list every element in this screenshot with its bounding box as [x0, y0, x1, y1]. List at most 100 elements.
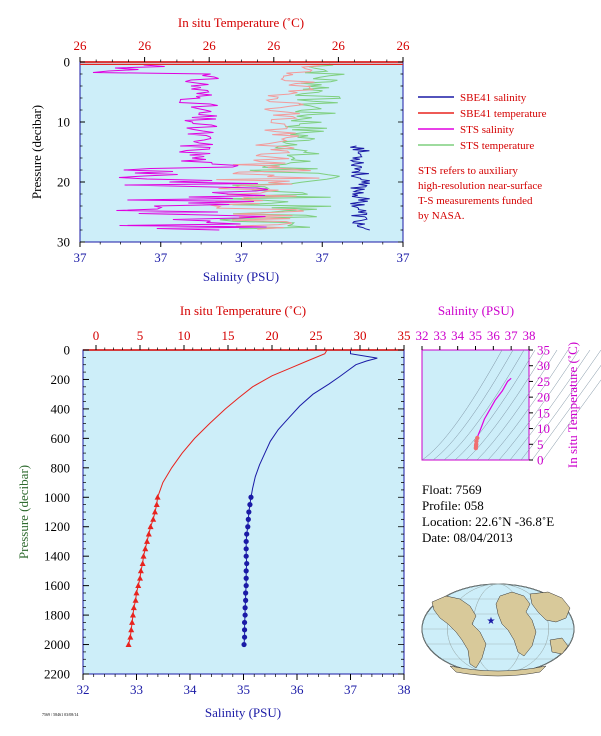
- ts-panel-salinity-tick-label: 35: [469, 328, 482, 343]
- legend-label-sts-temperature: STS temperature: [460, 140, 534, 152]
- main-temperature-point: [139, 560, 146, 566]
- ts-density-contour: [432, 349, 514, 461]
- top-panel-temperature-tick-label: 26: [74, 38, 88, 53]
- main-panel-pressure-ticks: 0 200 400 600 800 1000 1200 1400 1600 1800 2000 220…: [44, 343, 404, 682]
- ts-density-contour: [454, 349, 536, 461]
- main-panel-temperature-tick-label: 10: [178, 328, 191, 343]
- main-panel-temperature-tick-label: 5: [137, 328, 144, 343]
- ts-panel-temperature-tick-label: 25: [537, 374, 550, 389]
- top-panel-salinity-tick-label: 37: [74, 250, 88, 265]
- sts-note-line-1: STS refers to auxiliary: [418, 165, 518, 177]
- main-temperature-line: [128, 350, 328, 645]
- top-panel-salinity-tick-label: 37: [397, 250, 411, 265]
- main-temperature-point: [127, 633, 134, 640]
- top-panel-pressure-axis-title: Pressure (decibar): [29, 105, 44, 199]
- main-salinity-point: [243, 597, 249, 603]
- main-temperature-point: [151, 508, 158, 515]
- map-land-americas: [431, 595, 487, 669]
- top-panel-legend: SBE41 salinity SBE41 temperature STS sal…: [418, 92, 547, 152]
- ts-panel-temperature-tick-label: 20: [537, 390, 550, 405]
- top-panel-temperature-tick-label: 26: [332, 38, 346, 53]
- ts-density-contour: [498, 349, 580, 461]
- main-panel-salinity-tick-label: 36: [291, 682, 305, 697]
- top-panel-salinity-axis-title: Salinity (PSU): [203, 269, 279, 284]
- world-map: ★: [421, 583, 575, 677]
- main-panel: In situ Temperature (˚C) 0 5 10 15 20 25 30 35 …: [16, 303, 411, 720]
- main-salinity-point: [245, 516, 251, 522]
- main-salinity-point: [246, 509, 252, 515]
- top-panel-salinity-tick-label: 37: [154, 250, 168, 265]
- main-panel-salinity-ticks: 32 33 34 35 36 37 38: [77, 674, 411, 697]
- map-land-antarctica: [449, 665, 547, 677]
- main-panel-salinity-tick-label: 32: [77, 682, 90, 697]
- ts-panel-temperature-tick-label: 15: [537, 405, 550, 420]
- main-salinity-point: [243, 538, 249, 545]
- main-panel-pressure-tick-label: 600: [51, 431, 71, 446]
- ts-panel-temperature-axis-title: In situ Temperature (˚C): [565, 342, 580, 468]
- main-panel-pressure-tick-label: 800: [51, 460, 71, 475]
- main-salinity-point: [243, 546, 249, 552]
- ts-profile-point: [474, 438, 479, 444]
- main-panel-temperature-ticks: 0 5 10 15 20 25 30 35: [93, 328, 411, 350]
- main-salinity-point: [243, 583, 249, 589]
- main-salinity-point: [248, 494, 254, 500]
- ts-density-contour: [443, 349, 525, 461]
- top-panel-temperature-tick-label: 26: [203, 38, 217, 53]
- main-salinity-point: [241, 641, 247, 648]
- main-panel-salinity-tick-label: 38: [398, 682, 411, 697]
- main-panel-temperature-tick-label: 20: [266, 328, 279, 343]
- top-panel-background: [79, 61, 404, 243]
- main-temperature-point: [144, 538, 151, 544]
- float-id: Float: 7569: [422, 482, 482, 497]
- profile-number: Profile: 058: [422, 498, 484, 513]
- ts-density-contour: [476, 349, 558, 461]
- main-temperature-point: [154, 494, 161, 500]
- main-panel-temperature-tick-label: 30: [354, 328, 367, 343]
- ts-panel-salinity-tick-label: 33: [433, 328, 446, 343]
- main-panel-pressure-tick-label: 0: [64, 343, 71, 358]
- main-salinity-point: [244, 560, 250, 567]
- top-panel-traces: [80, 63, 403, 231]
- top-panel-pressure-tick-label: 10: [57, 115, 70, 130]
- main-panel-background: [82, 349, 405, 675]
- ts-density-contour: [531, 364, 601, 461]
- float-location-marker-icon: ★: [487, 616, 496, 627]
- ts-panel-temperature-tick-label: 5: [537, 437, 544, 452]
- main-panel-pressure-tick-label: 1800: [44, 608, 70, 623]
- map-land-asia: [529, 591, 571, 623]
- top-panel-temperature-ticks: 26 26 26 26 26 26: [74, 38, 410, 62]
- top-panel-salinity-tick-label: 37: [316, 250, 330, 265]
- main-salinity-point: [243, 590, 249, 596]
- main-temperature-point: [142, 545, 149, 552]
- main-panel-pressure-tick-label: 1200: [44, 519, 70, 534]
- ts-panel-density-contours: [421, 349, 601, 461]
- top-panel-salinity-ticks: 37 37 37 37 37: [74, 242, 411, 265]
- ts-panel-salinity-tick-label: 37: [505, 328, 519, 343]
- main-panel-salinity-tick-label: 37: [344, 682, 358, 697]
- main-temperature-point: [135, 582, 142, 589]
- main-temperature-point: [145, 530, 152, 537]
- main-salinity-point: [241, 619, 248, 626]
- main-panel-pressure-tick-label: 400: [51, 401, 71, 416]
- float-info: Float: 7569 Profile: 058 Location: 22.6˚…: [422, 482, 554, 545]
- ts-profile-point: [473, 445, 479, 451]
- ts-panel-salinity-tick-label: 38: [523, 328, 536, 343]
- main-temperature-point: [140, 552, 147, 559]
- ts-panel-traces: [473, 377, 512, 451]
- main-panel-traces: [125, 350, 378, 648]
- main-salinity-point: [242, 612, 248, 618]
- main-panel-temperature-tick-label: 25: [310, 328, 323, 343]
- main-panel-temperature-tick-label: 0: [93, 328, 100, 343]
- main-temperature-point: [130, 604, 137, 611]
- top-panel: In situ Temperature (˚C) 26 26 26 26 26 26 0 1…: [29, 15, 547, 284]
- main-temperature-point: [128, 626, 135, 633]
- main-panel-pressure-tick-label: 1000: [44, 490, 70, 505]
- footer-text: 7569 / 58461 03/08/14: [42, 712, 78, 717]
- main-salinity-point: [245, 524, 251, 530]
- top-panel-temperature-tick-label: 26: [138, 38, 152, 53]
- main-panel-salinity-tick-label: 35: [237, 682, 250, 697]
- top-panel-temperature-axis-title: In situ Temperature (˚C): [178, 15, 304, 30]
- main-panel-salinity-tick-label: 33: [130, 682, 143, 697]
- main-temperature-point: [150, 516, 157, 522]
